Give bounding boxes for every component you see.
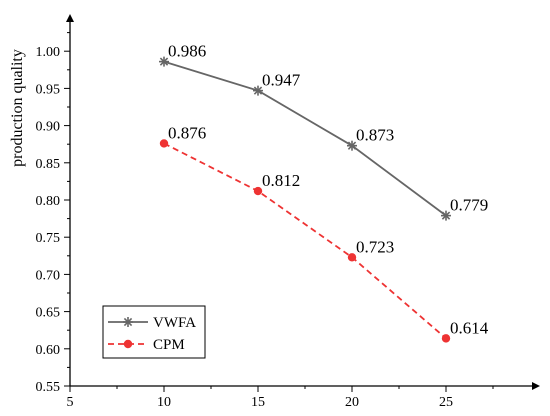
y-tick-label: 0.75 (36, 231, 61, 246)
y-axis-arrow (66, 14, 74, 22)
y-tick-label: 1.00 (36, 45, 61, 60)
data-label: 0.614 (450, 318, 489, 337)
asterisk-marker (347, 140, 357, 151)
y-tick-label: 0.80 (36, 194, 61, 209)
data-label: 0.876 (168, 123, 206, 142)
legend-label: CPM (153, 337, 185, 353)
x-tick-label: 10 (157, 395, 171, 410)
data-label: 0.779 (450, 196, 488, 215)
data-label: 0.873 (356, 126, 394, 145)
asterisk-marker (253, 85, 263, 96)
legend: VWFA CPM (102, 305, 206, 359)
series-line-vwfa (163, 60, 447, 217)
asterisk-marker (123, 317, 133, 327)
circle-marker (253, 186, 263, 196)
circle-marker (441, 334, 451, 343)
y-tick-label: 0.55 (36, 380, 61, 395)
data-label: 0.812 (262, 171, 300, 190)
data-label: 0.723 (356, 237, 394, 256)
asterisk-marker (441, 210, 451, 221)
x-tick-label: 15 (251, 395, 265, 410)
data-labels: 0.986 0.947 0.873 0.779 0.876 0.812 0.723 0.614 (168, 42, 489, 338)
y-tick-label: 0.60 (36, 343, 61, 358)
legend-box (102, 305, 206, 359)
circle-marker (123, 339, 133, 349)
series-line-cpm (163, 142, 447, 340)
circle-marker (347, 253, 357, 262)
y-tick-label: 0.85 (36, 157, 61, 172)
series-layer (159, 56, 451, 343)
x-tick-label: 5 (67, 395, 74, 410)
data-label: 0.947 (262, 71, 301, 90)
circle-marker (159, 139, 169, 148)
legend-label: VWFA (153, 315, 196, 331)
data-label: 0.986 (168, 42, 206, 61)
y-tick-label: 0.65 (36, 306, 61, 321)
y-axis-label: production quality (9, 49, 26, 167)
asterisk-marker (159, 56, 169, 67)
axes: 0.55 0.60 0.65 0.70 0.75 0.80 0.85 0.90 0.95 1.00… (36, 14, 540, 410)
y-tick-label: 0.70 (36, 268, 61, 283)
x-axis-arrow (532, 382, 540, 390)
y-tick-label: 0.95 (36, 82, 61, 97)
y-tick-label: 0.90 (36, 120, 61, 135)
x-tick-label: 20 (345, 395, 359, 410)
x-tick-label: 25 (439, 395, 453, 410)
